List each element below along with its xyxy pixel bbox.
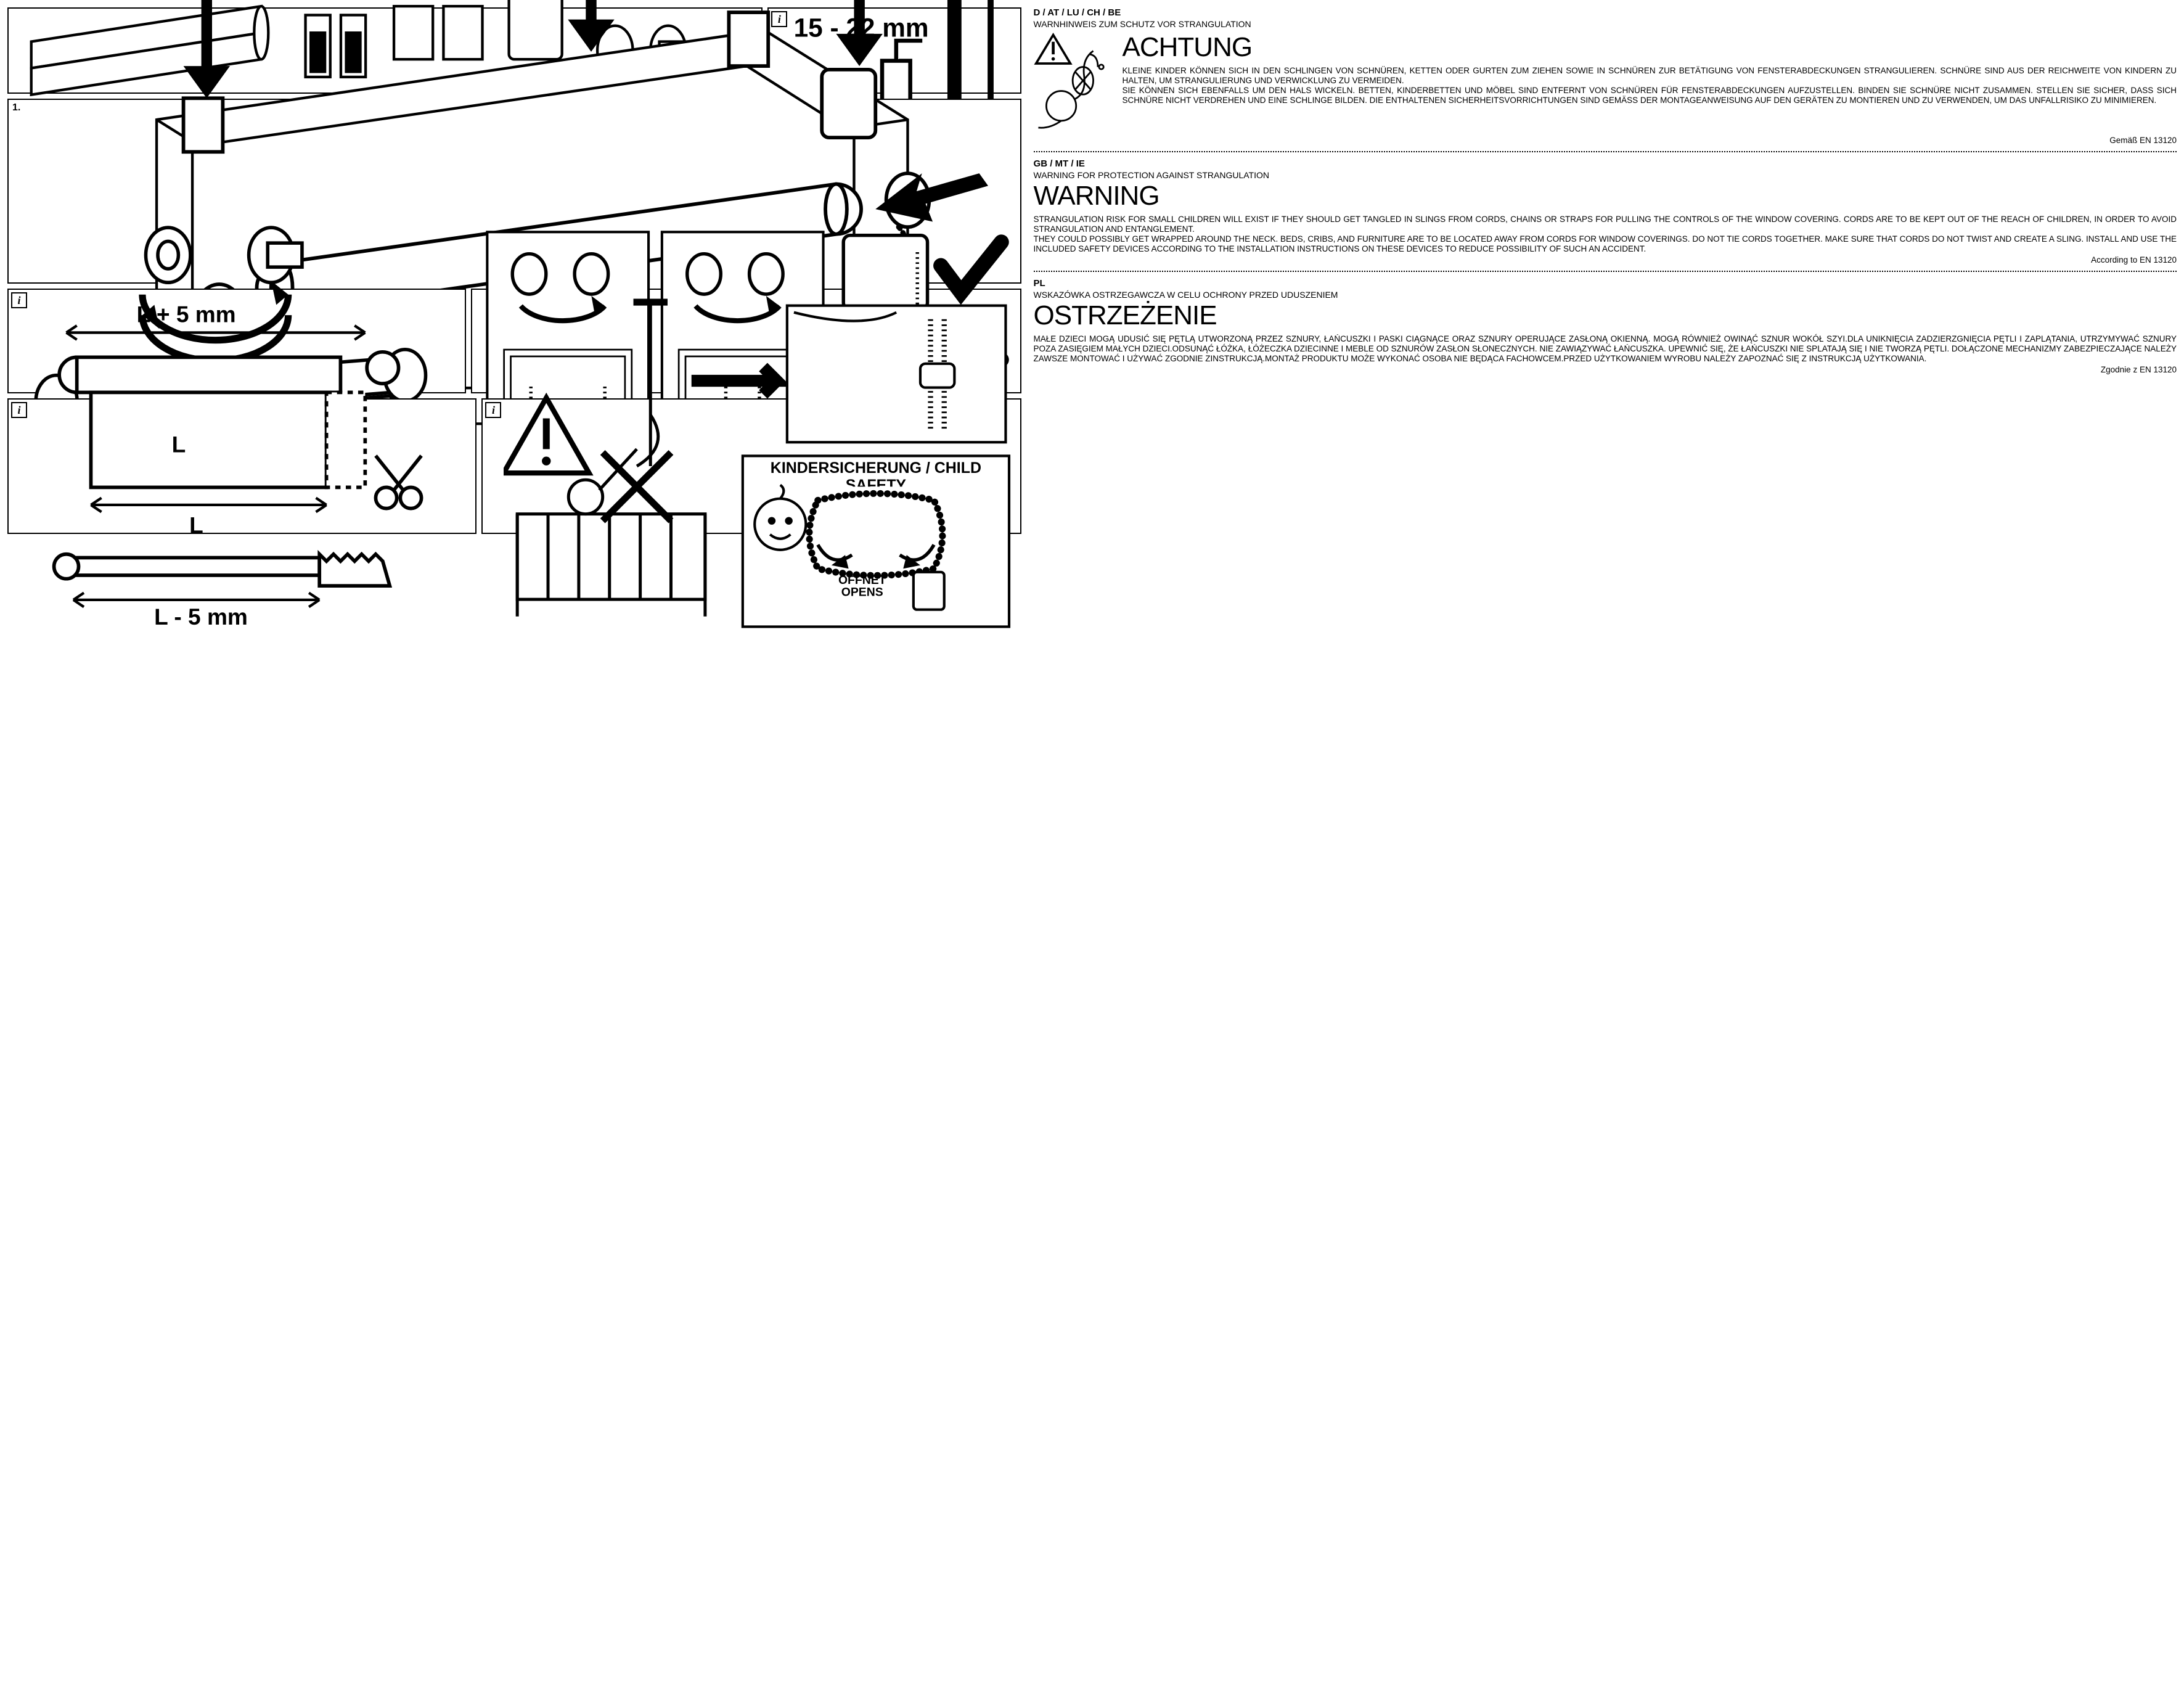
countries-pl: PL <box>1034 278 2177 289</box>
info-icon: i <box>11 292 27 308</box>
title-pl: OSTRZEŻENIE <box>1034 302 2177 329</box>
body-gb: STRANGULATION RISK FOR SMALL CHILDREN WI… <box>1034 215 2177 254</box>
body-de: KLEINE KINDER KÖNNEN SICH IN DEN SCHLING… <box>1123 66 2177 105</box>
diagram-column: i 15 - 22 mm <box>7 7 1021 534</box>
footer-pl: Zgodnie z EN 13120 <box>1034 365 2177 374</box>
opens-label: ÖFFNET OPENS <box>825 575 900 599</box>
warning-section-pl: PL WSKAZÓWKA OSTRZEGAWCZA W CELU OCHRONY… <box>1034 278 2177 374</box>
step-number: 1. <box>12 102 20 113</box>
warning-section-de: D / AT / LU / CH / BE WARNHINWEIS ZUM SC… <box>1034 7 2177 145</box>
info-icon: i <box>771 11 787 27</box>
divider <box>1034 151 2177 152</box>
footer-gb: According to EN 13120 <box>1034 255 2177 265</box>
child-safety-title: KINDERSICHERUNG / CHILD SAFETY <box>746 459 1006 486</box>
title-de: ACHTUNG <box>1123 34 2177 61</box>
safety-diagram: KINDERSICHERUNG / CHILD SAFETY <box>504 295 1016 637</box>
safety-panel: i <box>481 398 1021 534</box>
l-label: L <box>172 431 186 457</box>
cut-diagram: L + 5 mm L <box>14 290 470 642</box>
countries-gb: GB / MT / IE <box>1034 158 2177 169</box>
info-icon: i <box>11 402 27 418</box>
cut-panel: i L + 5 mm L <box>7 398 476 534</box>
subheading-gb: WARNING FOR PROTECTION AGAINST STRANGULA… <box>1034 170 2177 180</box>
panel-row-4: i L + 5 mm L <box>7 398 1021 534</box>
subheading-pl: WSKAZÓWKA OSTRZEGAWCZA W CELU OCHRONY PR… <box>1034 290 2177 300</box>
l-plus-label: L + 5 mm <box>137 301 236 327</box>
footer-de: Gemäß EN 13120 <box>1034 136 2177 145</box>
body-pl: MAŁE DZIECI MOGĄ UDUSIĆ SIĘ PĘTLĄ UTWORZ… <box>1034 334 2177 364</box>
l-label-2: L <box>189 512 203 538</box>
warnings-column: D / AT / LU / CH / BE WARNHINWEIS ZUM SC… <box>1034 7 2177 534</box>
subheading-de: WARNHINWEIS ZUM SCHUTZ VOR STRANGULATION <box>1034 19 2177 29</box>
l-minus-label: L - 5 mm <box>154 604 248 630</box>
info-icon: i <box>485 402 501 418</box>
warning-section-gb: GB / MT / IE WARNING FOR PROTECTION AGAI… <box>1034 158 2177 265</box>
strangulation-icon <box>1034 31 1114 134</box>
divider <box>1034 271 2177 272</box>
title-gb: WARNING <box>1034 183 2177 210</box>
countries-de: D / AT / LU / CH / BE <box>1034 7 2177 18</box>
